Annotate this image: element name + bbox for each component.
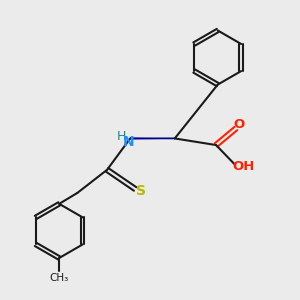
Text: N: N — [123, 135, 134, 149]
Text: S: S — [136, 184, 146, 198]
Text: H: H — [116, 130, 126, 142]
Polygon shape — [130, 138, 175, 139]
Text: CH₃: CH₃ — [50, 273, 69, 283]
Text: OH: OH — [232, 160, 254, 173]
Text: O: O — [233, 118, 244, 131]
